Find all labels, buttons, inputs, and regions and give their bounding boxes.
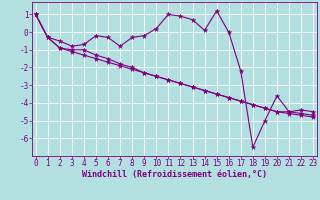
X-axis label: Windchill (Refroidissement éolien,°C): Windchill (Refroidissement éolien,°C) (82, 170, 267, 179)
